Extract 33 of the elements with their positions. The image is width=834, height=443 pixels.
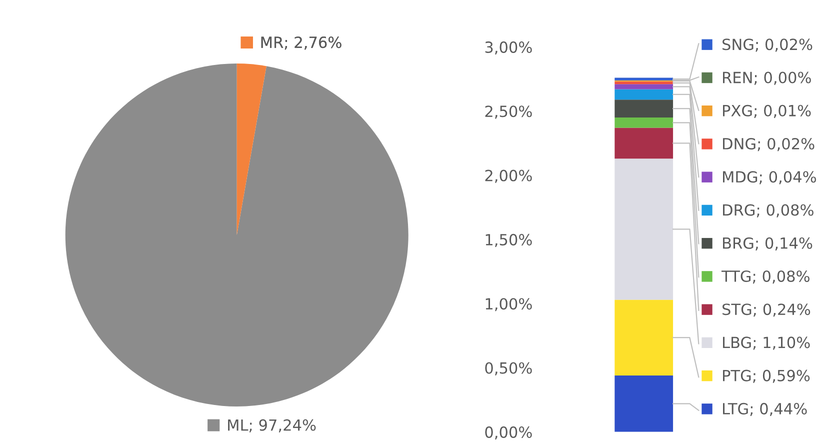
bar — [614, 89, 674, 100]
bar — [614, 300, 674, 376]
legend-label: PTG; 0,59% — [723, 370, 810, 383]
legend-label: DNG; 0,02% — [723, 138, 814, 152]
bar — [614, 128, 674, 159]
y-tick-label: 1,00% — [486, 298, 532, 312]
y-tick-label: 2,50% — [485, 106, 532, 119]
bar — [614, 84, 674, 90]
legend-label: SNG; 0,02% — [722, 38, 812, 52]
y-tick-label: 0,50% — [485, 362, 532, 376]
bar — [614, 82, 674, 84]
y-tick-label: 3,00% — [485, 41, 532, 55]
pie-slice — [65, 64, 408, 407]
y-tick-label: 1,50% — [486, 234, 532, 248]
legend-label: ML; 97,24% — [228, 419, 316, 432]
legend-label: STG; 0,24% — [722, 304, 810, 317]
legend-label: REN; 0,00% — [723, 72, 811, 85]
legend-label: MR; 2,76% — [261, 36, 342, 50]
legend-label: LBG; 1,10% — [723, 336, 810, 350]
legend-label: MDG; 0,04% — [723, 171, 816, 184]
legend-label: PXG; 0,01% — [723, 104, 811, 118]
bar — [614, 375, 674, 432]
legend-label: DRG; 0,08% — [723, 204, 814, 218]
bar — [614, 118, 674, 128]
bar — [614, 100, 674, 118]
legend-label: LTG; 0,44% — [723, 402, 807, 416]
y-tick-label: 0,00% — [485, 426, 532, 440]
bar — [614, 158, 674, 300]
bar — [614, 78, 674, 80]
y-tick-label: 2,00% — [485, 170, 532, 183]
legend-label: BRG; 0,14% — [723, 237, 812, 250]
legend-label: TTG; 0,08% — [721, 270, 810, 284]
pie-slice — [236, 64, 266, 236]
